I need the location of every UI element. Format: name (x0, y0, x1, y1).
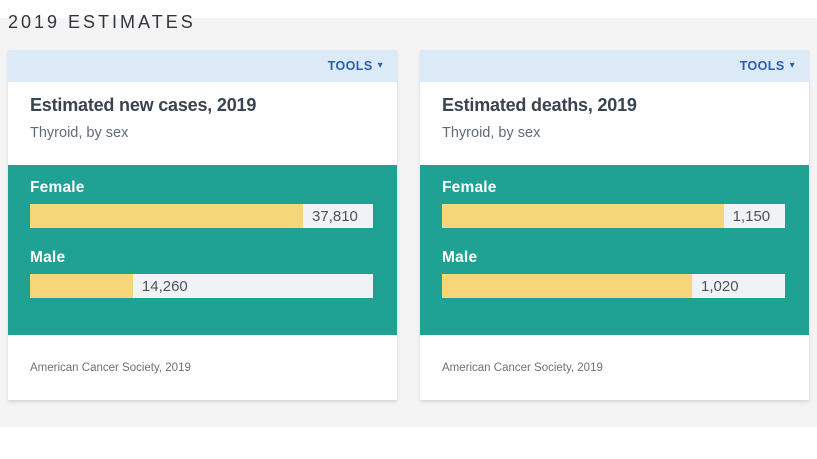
card-footer: American Cancer Society, 2019 (420, 335, 809, 400)
card-subtitle: Thyroid, by sex (30, 125, 129, 141)
bar-row-male: Male 1,020 (442, 249, 785, 298)
bar-category-label: Female (442, 179, 497, 196)
bar-category-label: Male (30, 249, 66, 266)
chevron-down-icon: ▾ (377, 60, 383, 71)
bar-fill (442, 204, 724, 228)
card-footer: American Cancer Society, 2019 (8, 335, 397, 400)
bar-category-label: Male (442, 249, 478, 266)
card-estimated-deaths: TOOLS ▾ Estimated deaths, 2019 Thyroid, … (420, 50, 809, 400)
bar-value-label: 1,020 (701, 277, 739, 295)
bar-value-label: 14,260 (141, 277, 188, 295)
source-attribution: American Cancer Society, 2019 (442, 361, 603, 374)
tools-bar: TOOLS ▾ (420, 50, 809, 82)
page-title: 2019 ESTIMATES (8, 12, 196, 32)
card-header: Estimated new cases, 2019 Thyroid, by se… (8, 82, 397, 165)
source-attribution: American Cancer Society, 2019 (30, 361, 191, 374)
tools-dropdown[interactable]: TOOLS ▾ (328, 59, 383, 73)
card-header: Estimated deaths, 2019 Thyroid, by sex (420, 82, 809, 165)
bar-row-male: Male 14,260 (30, 249, 373, 298)
card-title: Estimated new cases, 2019 (30, 95, 257, 115)
bar-row-female: Female 37,810 (30, 179, 373, 228)
cards-container: TOOLS ▾ Estimated new cases, 2019 Thyroi… (8, 50, 809, 400)
bar-chart-new-cases: Female 37,810 Male 14,260 (8, 165, 397, 335)
chevron-down-icon: ▾ (789, 60, 795, 71)
bar-track: 37,810 (30, 204, 373, 228)
bar-track: 1,150 (442, 204, 785, 228)
bar-chart-deaths: Female 1,150 Male 1,020 (420, 165, 809, 335)
card-subtitle: Thyroid, by sex (442, 125, 541, 141)
bar-row-female: Female 1,150 (442, 179, 785, 228)
tools-bar: TOOLS ▾ (8, 50, 397, 82)
bar-value-label: 1,150 (732, 207, 771, 225)
tools-dropdown-label: TOOLS (739, 59, 785, 73)
bar-category-label: Female (30, 179, 85, 196)
bar-fill (442, 274, 693, 298)
bar-value-label: 37,810 (312, 207, 358, 225)
bar-track: 14,260 (30, 274, 373, 298)
card-title: Estimated deaths, 2019 (442, 95, 637, 115)
card-estimated-new-cases: TOOLS ▾ Estimated new cases, 2019 Thyroi… (8, 50, 397, 400)
bar-fill (30, 204, 304, 228)
tools-dropdown-label: TOOLS (327, 59, 373, 73)
tools-dropdown[interactable]: TOOLS ▾ (740, 59, 795, 73)
bar-track: 1,020 (442, 274, 785, 298)
bar-fill (30, 274, 133, 298)
